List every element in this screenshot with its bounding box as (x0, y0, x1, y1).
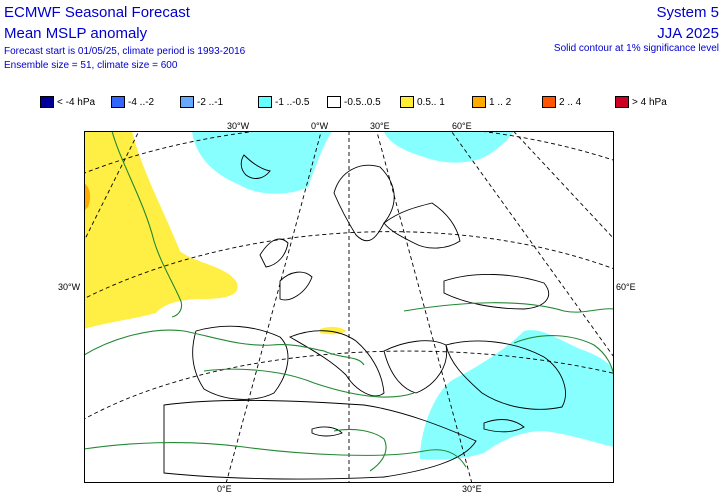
season-label: JJA 2025 (657, 25, 719, 42)
legend-label: -0.5..0.5 (344, 96, 381, 108)
legend-swatch (40, 96, 54, 108)
negative-anomaly-east-med (420, 330, 614, 460)
significance-note: Solid contour at 1% significance level (553, 43, 719, 54)
legend-item: 2 .. 4 (542, 95, 581, 109)
lon-label-bottom-0e: 0°E (217, 484, 232, 494)
negative-anomaly-scandinavia (384, 131, 514, 163)
lon-label-top-60e: 60°E (452, 121, 472, 131)
legend-label: 0.5.. 1 (417, 96, 445, 108)
positive-anomaly-core (84, 183, 91, 211)
map-frame (84, 131, 614, 483)
coastlines (163, 154, 566, 480)
legend-item: 1 .. 2 (472, 95, 511, 109)
legend-swatch (258, 96, 272, 108)
legend-item: < -4 hPa (40, 95, 95, 109)
map-subtitle: Mean MSLP anomaly (4, 25, 148, 42)
lon-label-right-60e: 60°E (616, 282, 636, 292)
forecast-info: Forecast start is 01/05/25, climate peri… (4, 46, 246, 57)
positive-anomaly-region (84, 131, 238, 329)
legend-label: -1 ..-0.5 (275, 96, 310, 108)
color-legend: < -4 hPa -4 ..-2 -2 ..-1 -1 ..-0.5 -0.5..0.5… (40, 95, 700, 109)
lon-label-top-0w: 0°W (311, 121, 329, 131)
legend-swatch (472, 96, 486, 108)
legend-item: -2 ..-1 (180, 95, 223, 109)
legend-swatch (615, 96, 629, 108)
legend-label: > 4 hPa (632, 96, 667, 108)
significance-contours (84, 131, 614, 472)
legend-label: -4 ..-2 (128, 96, 155, 108)
lon-label-left-30w: 30°W (58, 282, 81, 292)
negative-anomaly-greenland (192, 131, 332, 194)
legend-item: -1 ..-0.5 (258, 95, 309, 109)
legend-label: -2 ..-1 (197, 96, 224, 108)
lon-label-bottom-30e: 30°E (462, 484, 482, 494)
map-title: ECMWF Seasonal Forecast (4, 4, 190, 21)
lon-label-top-30w: 30°W (227, 121, 250, 131)
legend-swatch (400, 96, 414, 108)
legend-item: -0.5..0.5 (327, 95, 381, 109)
anomaly-map (84, 131, 614, 483)
legend-item: 0.5.. 1 (400, 95, 445, 109)
system-label: System 5 (656, 4, 719, 21)
legend-label: < -4 hPa (57, 96, 96, 108)
legend-swatch (542, 96, 556, 108)
legend-label: 1 .. 2 (489, 96, 512, 108)
legend-swatch (111, 96, 125, 108)
legend-item: > 4 hPa (615, 95, 667, 109)
lon-label-top-30e: 30°E (370, 121, 390, 131)
ensemble-info: Ensemble size = 51, climate size = 600 (4, 60, 178, 71)
legend-label: 2 .. 4 (559, 96, 582, 108)
legend-swatch (327, 96, 341, 108)
legend-item: -4 ..-2 (111, 95, 154, 109)
legend-swatch (180, 96, 194, 108)
positive-anomaly-alps (320, 326, 346, 335)
